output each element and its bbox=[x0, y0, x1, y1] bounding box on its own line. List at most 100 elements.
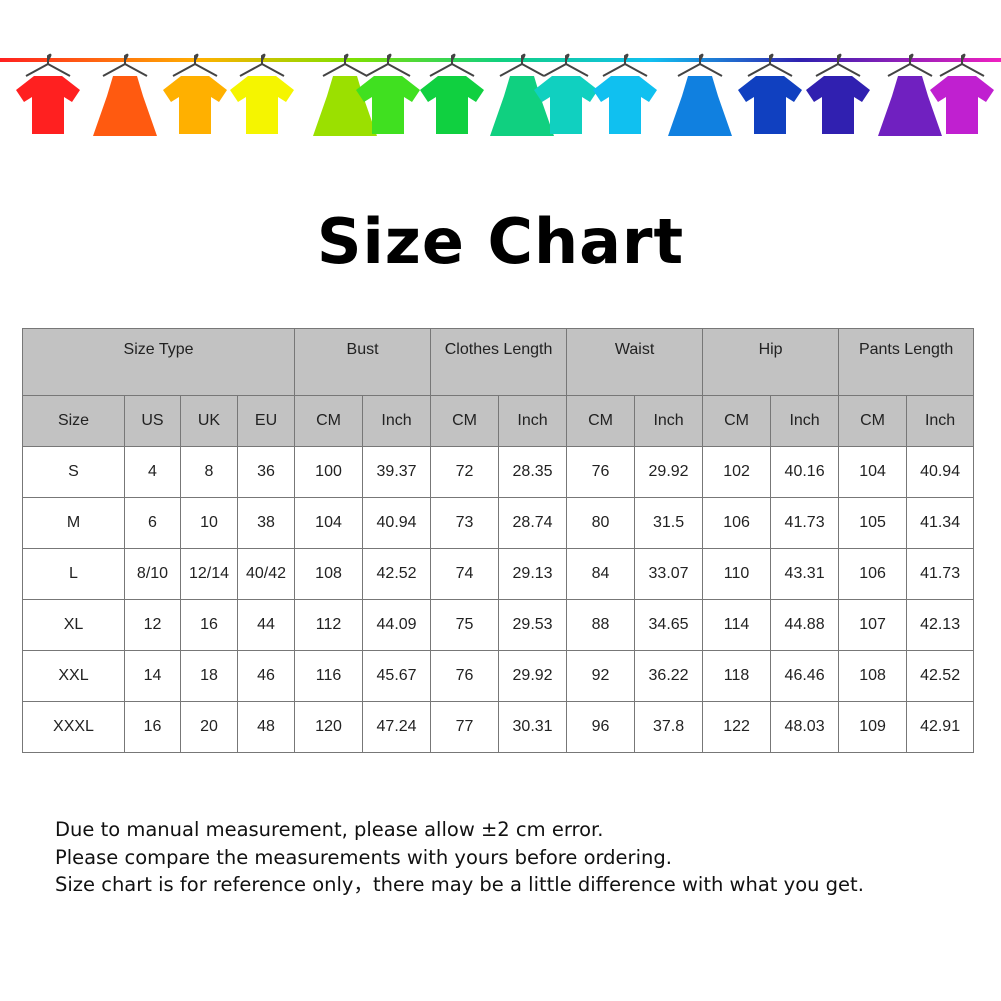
table-cell: 34.65 bbox=[634, 599, 704, 651]
subheader-cell: CM bbox=[702, 395, 772, 447]
table-cell: S bbox=[22, 446, 125, 498]
table-cell: 42.91 bbox=[906, 701, 975, 753]
table-cell: 43.31 bbox=[770, 548, 840, 600]
table-cell: 29.53 bbox=[498, 599, 568, 651]
table-cell: XXL bbox=[22, 650, 125, 702]
group-header: Bust bbox=[294, 328, 432, 396]
table-cell: 120 bbox=[294, 701, 364, 753]
garment-icon bbox=[93, 53, 157, 136]
subheader-cell: EU bbox=[236, 395, 296, 447]
note-line: Please compare the measurements with you… bbox=[55, 845, 672, 869]
table-row: XXXL 16 20 48 120 47.24 77 30.31 96 37.8 122 48.03 1… bbox=[22, 701, 975, 753]
table-cell: 41.34 bbox=[906, 497, 975, 549]
table-cell: 39.37 bbox=[362, 446, 432, 498]
group-header: Hip bbox=[702, 328, 840, 396]
garment-icon bbox=[738, 53, 802, 134]
table-row: XXL 14 18 46 116 45.67 76 29.92 92 36.22 118 46.46 1… bbox=[22, 650, 975, 702]
table-row: S 4 8 36 100 39.37 72 28.35 76 29.92 102 40.16 104 40… bbox=[22, 446, 975, 498]
table-cell: 75 bbox=[430, 599, 500, 651]
table-cell: 8 bbox=[180, 446, 238, 498]
table-cell: 76 bbox=[566, 446, 636, 498]
table-cell: 104 bbox=[294, 497, 364, 549]
garment-icon bbox=[534, 53, 598, 134]
garment-icon bbox=[806, 53, 870, 134]
table-cell: 31.5 bbox=[634, 497, 704, 549]
subheader-cell: US bbox=[124, 395, 181, 447]
table-cell: 42.13 bbox=[906, 599, 975, 651]
table-cell: 8/10 bbox=[124, 548, 181, 600]
table-cell: 41.73 bbox=[770, 497, 840, 549]
garment-icon bbox=[593, 53, 657, 134]
table-cell: 40/42 bbox=[236, 548, 296, 600]
table-cell: 44.09 bbox=[362, 599, 432, 651]
garment-icon bbox=[230, 53, 294, 134]
table-cell: 46.46 bbox=[770, 650, 840, 702]
table-cell: L bbox=[22, 548, 125, 600]
table-cell: 106 bbox=[702, 497, 772, 549]
table-cell: 28.35 bbox=[498, 446, 568, 498]
notes: Due to manual measurement, please allow … bbox=[55, 816, 864, 899]
subheader-cell: Inch bbox=[770, 395, 840, 447]
table-cell: 37.8 bbox=[634, 701, 704, 753]
table-cell: 118 bbox=[702, 650, 772, 702]
garment-icon bbox=[668, 53, 732, 136]
table-cell: 30.31 bbox=[498, 701, 568, 753]
note-line: Due to manual measurement, please allow … bbox=[55, 818, 604, 841]
table-cell: 16 bbox=[124, 701, 181, 753]
table-cell: 48 bbox=[236, 701, 296, 753]
table-cell: 84 bbox=[566, 548, 636, 600]
table-cell: 38 bbox=[236, 497, 296, 549]
table-cell: 40.94 bbox=[362, 497, 432, 549]
table-cell: 28.74 bbox=[498, 497, 568, 549]
table-cell: 14 bbox=[124, 650, 181, 702]
table-cell: 10 bbox=[180, 497, 238, 549]
table-cell: 110 bbox=[702, 548, 772, 600]
table-cell: 80 bbox=[566, 497, 636, 549]
subheader-cell: Inch bbox=[906, 395, 975, 447]
table-cell: 29.92 bbox=[634, 446, 704, 498]
page-title: Size Chart bbox=[316, 205, 685, 278]
table-cell: 44 bbox=[236, 599, 296, 651]
table-cell: 16 bbox=[180, 599, 238, 651]
table-row: M 6 10 38 104 40.94 73 28.74 80 31.5 106 41.73 105 41… bbox=[22, 497, 975, 549]
table-cell: 77 bbox=[430, 701, 500, 753]
garment-icon bbox=[163, 53, 227, 134]
table-cell: 105 bbox=[838, 497, 908, 549]
group-header: Size Type bbox=[21, 328, 296, 396]
note-line: Size chart is for reference only，there m… bbox=[55, 873, 864, 896]
table-cell: 108 bbox=[838, 650, 908, 702]
table-cell: 12 bbox=[124, 599, 181, 651]
subheader-cell: UK bbox=[180, 395, 238, 447]
table-cell: 108 bbox=[294, 548, 364, 600]
subheader-cell: Inch bbox=[498, 395, 568, 447]
garment-icon bbox=[356, 53, 420, 134]
table-cell: 107 bbox=[838, 599, 908, 651]
subheader-cell: CM bbox=[430, 395, 500, 447]
group-header-row: Size Type Bust Clothes Length Waist Hip … bbox=[21, 328, 975, 396]
subheader-cell: Size bbox=[22, 395, 125, 447]
clothes-hangers-banner bbox=[0, 53, 1001, 136]
table-cell: 122 bbox=[702, 701, 772, 753]
table-cell: 109 bbox=[838, 701, 908, 753]
subheader-cell: Inch bbox=[362, 395, 432, 447]
table-cell: 29.92 bbox=[498, 650, 568, 702]
table-cell: 76 bbox=[430, 650, 500, 702]
table-cell: 42.52 bbox=[906, 650, 975, 702]
table-row: XL 12 16 44 112 44.09 75 29.53 88 34.65 114 44.88 10… bbox=[22, 599, 975, 651]
garment-icon bbox=[930, 53, 994, 134]
garment-icon bbox=[878, 53, 942, 136]
table-cell: 114 bbox=[702, 599, 772, 651]
subheader-cell: Inch bbox=[634, 395, 704, 447]
size-chart-table: Size Type Bust Clothes Length Waist Hip … bbox=[21, 328, 975, 753]
subheader-cell: CM bbox=[838, 395, 908, 447]
table-cell: 29.13 bbox=[498, 548, 568, 600]
table-cell: 42.52 bbox=[362, 548, 432, 600]
table-cell: 40.16 bbox=[770, 446, 840, 498]
table-cell: 6 bbox=[124, 497, 181, 549]
table-cell: 72 bbox=[430, 446, 500, 498]
table-cell: 100 bbox=[294, 446, 364, 498]
table-cell: 106 bbox=[838, 548, 908, 600]
table-cell: 20 bbox=[180, 701, 238, 753]
table-cell: 116 bbox=[294, 650, 364, 702]
clothesline bbox=[0, 58, 1001, 62]
